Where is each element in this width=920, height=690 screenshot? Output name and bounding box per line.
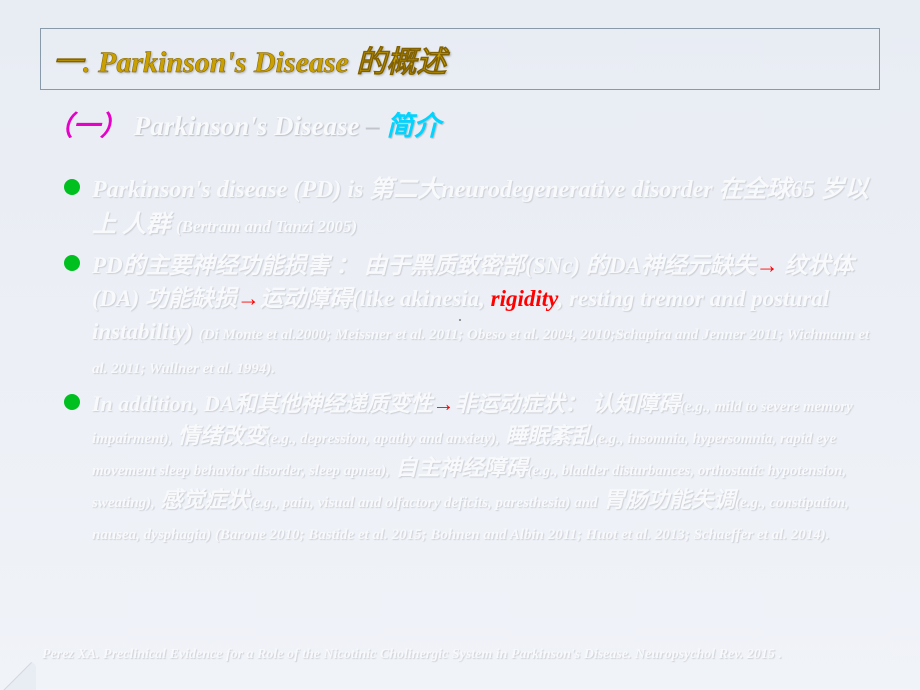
title-box: 一. Parkinson's Disease 的概述 bbox=[40, 28, 880, 90]
page-corner-icon bbox=[0, 662, 36, 690]
bullet-3-s5: (e.g., pain, visual and olfactory defici… bbox=[248, 495, 597, 511]
bullet-2-cite: (Di Monte et al.2000; Meissner et al. 20… bbox=[92, 327, 869, 376]
bullet-3-e: 自主神经障碍 bbox=[390, 455, 528, 480]
bullet-1-cite: (Bertram and Tanzi 2005) bbox=[176, 217, 357, 236]
subtitle-dash: – bbox=[366, 111, 386, 141]
bullet-3-f: 感觉症状 bbox=[155, 487, 249, 512]
subtitle-paren: （一） bbox=[46, 111, 127, 141]
arrow-icon: → bbox=[756, 253, 779, 278]
main-title: 一. Parkinson's Disease 的概述 bbox=[53, 37, 867, 81]
bullet-1: Parkinson's disease (PD) is 第二大neurodege… bbox=[60, 173, 870, 243]
subtitle: （一） Parkinson's Disease – 简介 bbox=[40, 104, 880, 143]
bullet-3-cite: (Barone 2010; Bastide et al. 2015; Bohne… bbox=[211, 527, 829, 543]
bullet-3-c: 情绪改变 bbox=[172, 423, 266, 448]
bullet-3-a: In addition, DA和其他神经递质变性 bbox=[92, 391, 432, 416]
bullet-2: PD的主要神经功能损害 ： 由于黑质致密部(SNc) 的DA神经元缺失→ 纹状体… bbox=[60, 249, 870, 382]
bullet-3-b: 非运动症状： 认知障碍 bbox=[454, 391, 680, 416]
arrow-icon: → bbox=[237, 286, 260, 311]
subtitle-pd: Parkinson's Disease bbox=[134, 111, 360, 141]
arrow-icon: → bbox=[432, 391, 454, 416]
bullet-3-g: 胃肠功能失调 bbox=[598, 487, 736, 512]
slide: 一. Parkinson's Disease 的概述 （一） Parkinson… bbox=[0, 0, 920, 690]
bullet-3: In addition, DA和其他神经递质变性→非运动症状： 认知障碍 (e.g… bbox=[60, 388, 870, 547]
bullet-2-a: PD的主要神经功能损害 ： 由于黑质致密部(SNc) 的DA神经元缺失 bbox=[92, 253, 756, 278]
bullet-2-c: 运动障碍(like akinesia, bbox=[260, 286, 491, 311]
center-dot: · bbox=[457, 310, 463, 331]
bullet-3-d: 睡眠紊乱 bbox=[500, 423, 594, 448]
bullet-3-s2: (e.g., depression, apathy and anxiety), bbox=[266, 431, 500, 447]
rigidity-highlight: rigidity bbox=[491, 286, 558, 311]
footer-citation: Perez XA. Preclinical Evidence for a Rol… bbox=[42, 646, 878, 664]
content-area: Parkinson's disease (PD) is 第二大neurodege… bbox=[40, 173, 880, 547]
subtitle-intro: 简介 bbox=[387, 111, 441, 141]
